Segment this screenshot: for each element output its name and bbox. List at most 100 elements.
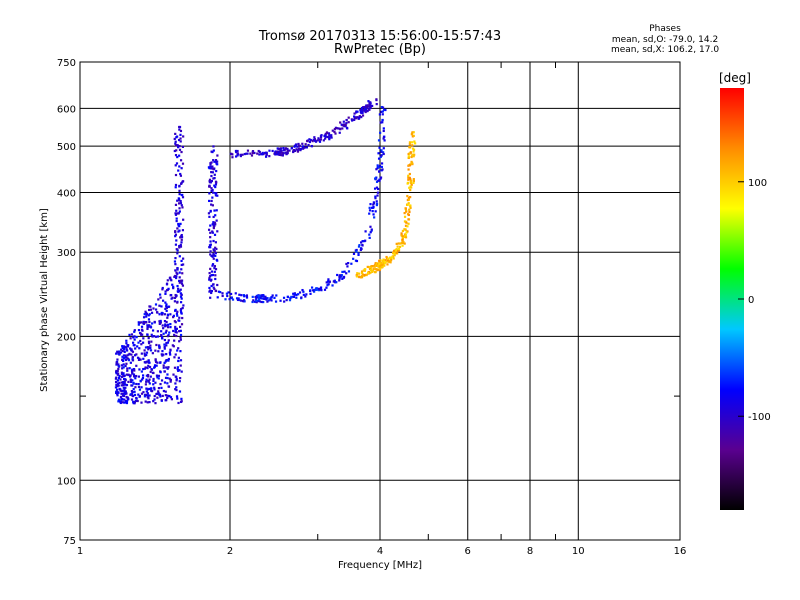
echo-point xyxy=(176,368,179,371)
echo-point xyxy=(154,381,157,384)
echo-point xyxy=(158,322,161,325)
echo-point xyxy=(125,395,128,399)
echo-point xyxy=(179,245,183,248)
echo-point xyxy=(210,254,213,257)
x-tick-label: 4 xyxy=(377,546,383,557)
echo-point xyxy=(400,232,403,235)
echo-point xyxy=(251,150,254,153)
echo-point xyxy=(209,275,212,278)
y-axis: 75 100 200 300 400 500 600 750 xyxy=(57,58,680,547)
echo-point xyxy=(376,164,379,167)
echo-point xyxy=(125,373,128,376)
echo-point xyxy=(304,143,307,146)
echo-point xyxy=(174,173,178,177)
echo-point xyxy=(176,155,179,159)
echo-point xyxy=(241,299,245,303)
echo-point xyxy=(347,262,350,265)
phases-o-stats: mean, sd,O: -79.0, 14.2 xyxy=(612,35,718,45)
echo-point xyxy=(408,210,411,214)
echo-point xyxy=(329,135,333,138)
echo-point xyxy=(165,320,168,324)
echo-point xyxy=(164,325,167,328)
echo-point xyxy=(292,150,295,154)
echo-point xyxy=(180,238,183,241)
echo-point xyxy=(358,244,361,247)
echo-point xyxy=(133,335,136,338)
echo-point xyxy=(261,297,264,300)
echo-point xyxy=(126,396,129,399)
echo-point xyxy=(409,181,412,184)
echo-point xyxy=(392,252,395,255)
echo-point xyxy=(123,350,126,354)
echo-point xyxy=(178,271,181,274)
echo-point xyxy=(180,204,183,207)
echo-point xyxy=(366,265,369,268)
echo-point xyxy=(179,400,183,404)
echo-point xyxy=(178,154,181,157)
echo-point xyxy=(166,313,169,316)
echo-point xyxy=(176,366,179,369)
echo-point xyxy=(176,252,179,255)
echo-point xyxy=(166,373,169,376)
echo-point xyxy=(178,340,181,343)
echo-point xyxy=(171,283,174,286)
echo-point xyxy=(174,353,177,356)
echo-point xyxy=(404,207,407,210)
echo-point xyxy=(263,151,267,155)
echo-point xyxy=(324,137,327,140)
echo-point xyxy=(163,381,167,384)
echo-point xyxy=(124,354,127,357)
echo-point xyxy=(311,140,314,143)
echo-point xyxy=(133,390,136,393)
echo-point xyxy=(163,343,166,346)
echo-point xyxy=(157,374,161,377)
echo-point xyxy=(375,202,379,205)
echo-point xyxy=(383,261,386,264)
echo-point xyxy=(298,291,302,294)
echo-point xyxy=(120,371,123,374)
echo-point xyxy=(394,252,397,255)
echo-point xyxy=(412,181,415,185)
echo-point xyxy=(376,191,380,194)
echo-point xyxy=(400,233,403,237)
echo-point xyxy=(156,361,159,364)
echo-point xyxy=(406,225,409,228)
echo-point xyxy=(140,401,143,404)
echo-point xyxy=(174,183,178,187)
echo-point xyxy=(408,172,411,176)
echo-point xyxy=(173,339,176,342)
echo-point xyxy=(178,207,181,210)
echo-point xyxy=(357,253,360,257)
echo-point xyxy=(165,282,169,285)
echo-point xyxy=(174,327,177,330)
echo-point xyxy=(174,329,177,332)
echo-point xyxy=(208,276,211,279)
echo-point xyxy=(212,223,215,226)
echo-point xyxy=(133,393,137,397)
echo-point xyxy=(212,149,215,152)
echo-point xyxy=(356,116,359,119)
echo-point xyxy=(151,335,154,338)
echo-point xyxy=(164,376,168,379)
echo-point xyxy=(169,313,172,316)
echo-point xyxy=(342,120,345,123)
echo-point xyxy=(181,206,184,209)
echo-point xyxy=(281,154,284,157)
echo-point xyxy=(148,382,151,385)
echo-point xyxy=(131,371,134,374)
echo-point xyxy=(209,253,212,256)
echo-point xyxy=(172,314,175,317)
echo-point xyxy=(407,176,410,179)
echo-point xyxy=(380,154,383,157)
echo-point xyxy=(283,148,286,151)
echo-point xyxy=(221,294,224,298)
echo-point xyxy=(211,231,214,234)
echo-point xyxy=(208,278,211,281)
echo-point xyxy=(264,298,268,301)
echo-point xyxy=(123,388,126,391)
echo-point xyxy=(378,170,381,173)
echo-point xyxy=(345,122,348,125)
echo-point xyxy=(139,339,142,343)
echo-point xyxy=(175,239,178,242)
echo-point xyxy=(408,143,411,146)
